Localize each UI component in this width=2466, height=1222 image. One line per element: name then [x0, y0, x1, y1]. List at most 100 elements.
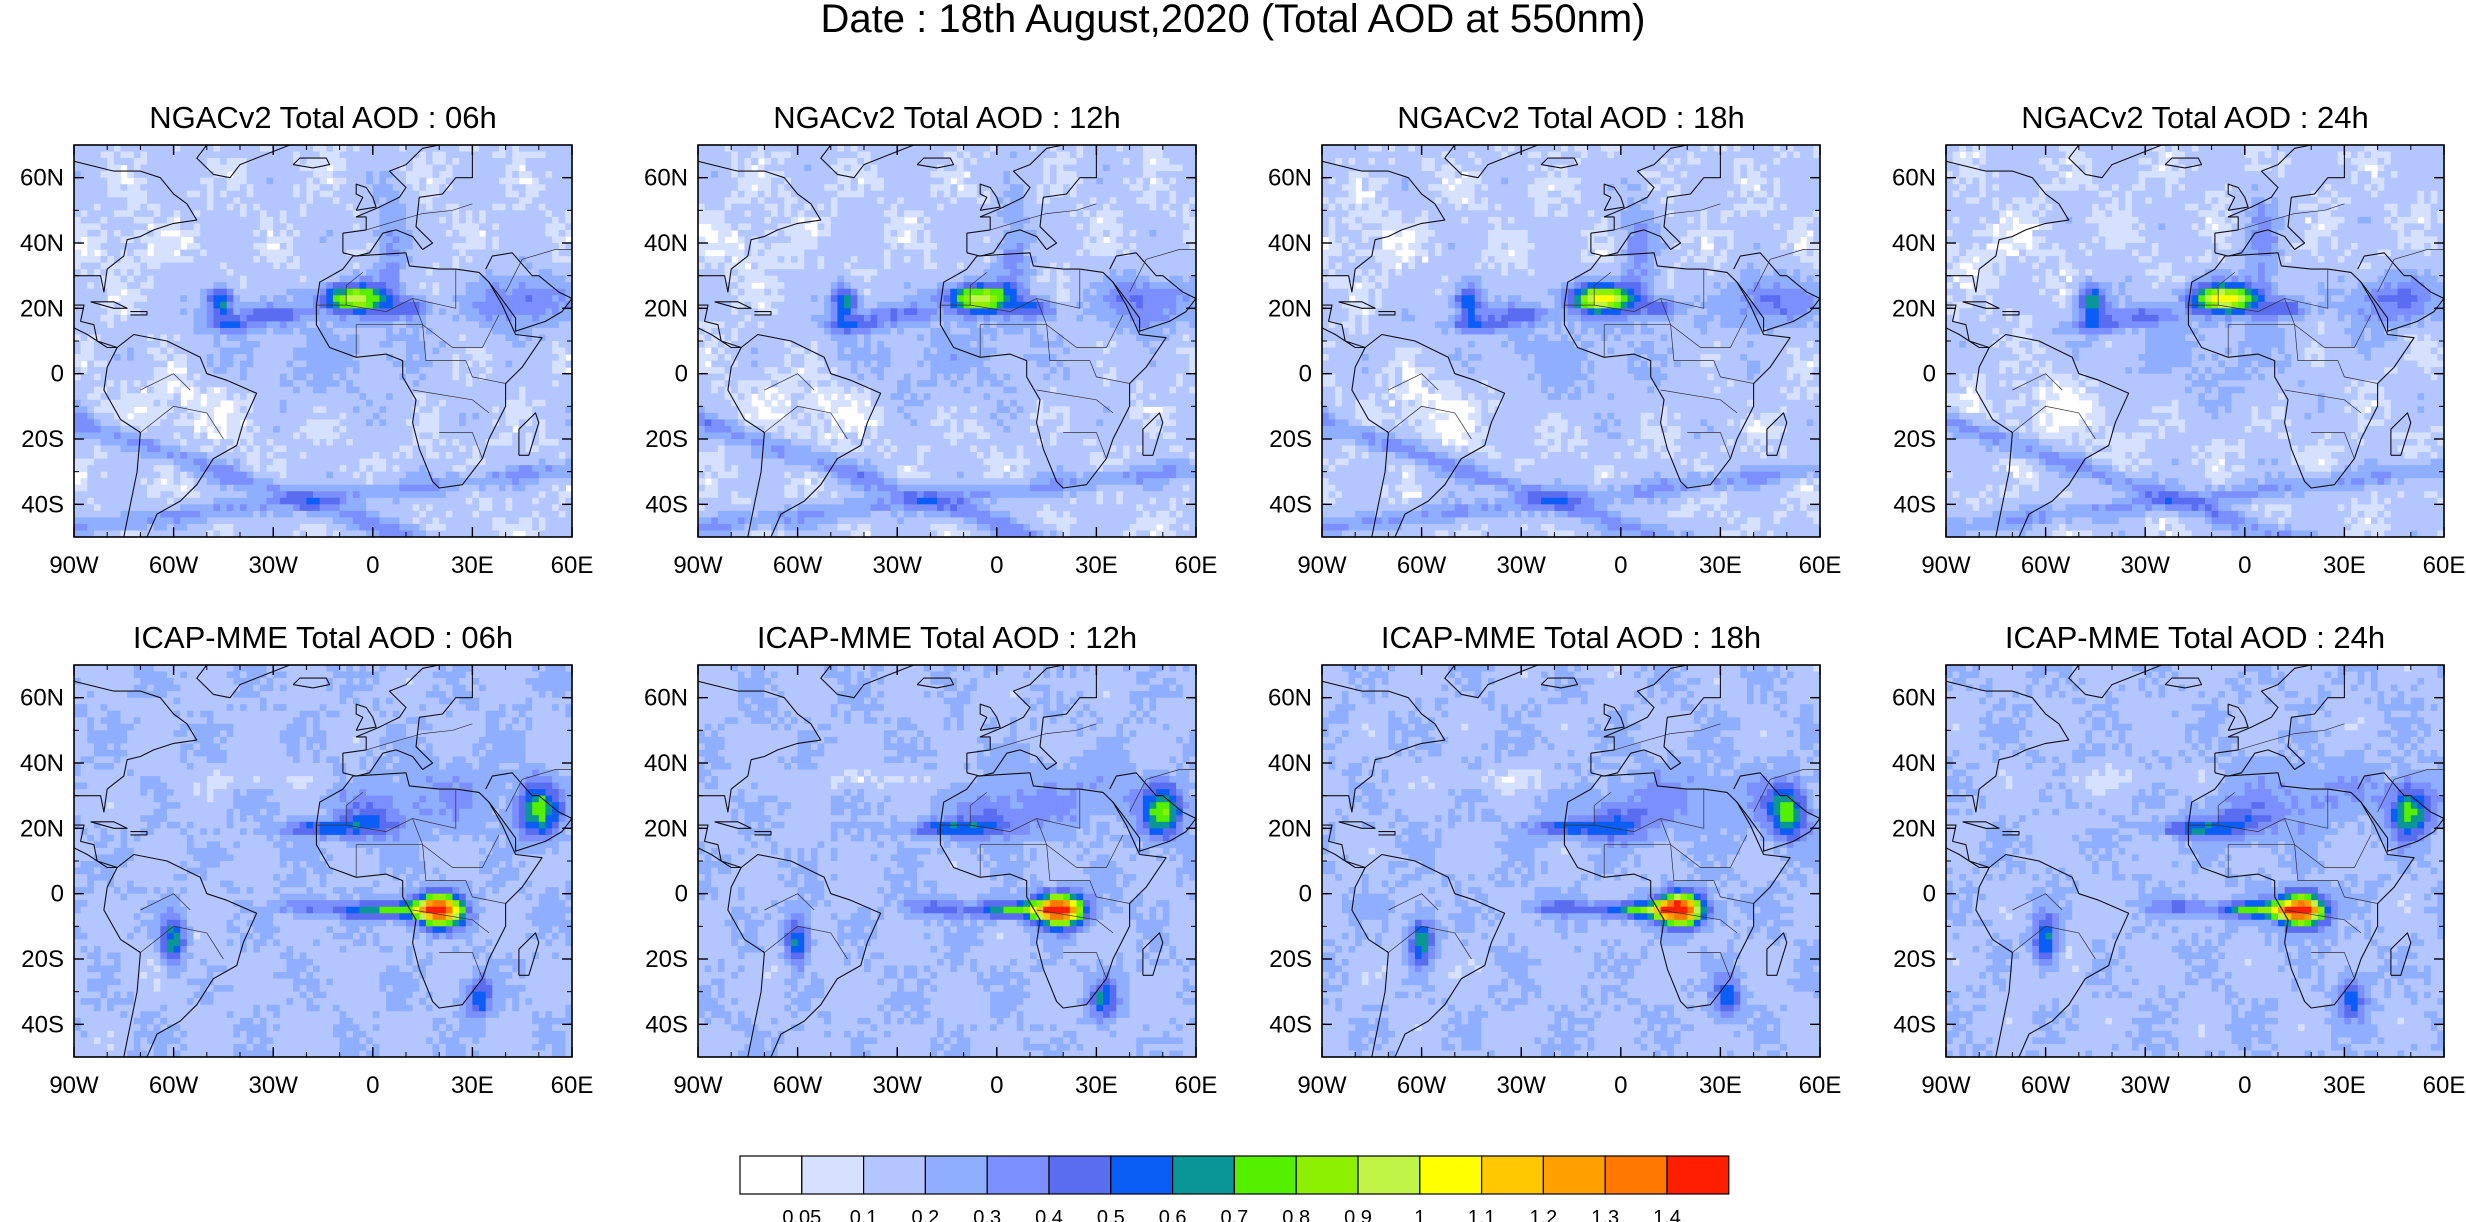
aod-field [74, 145, 572, 537]
aod-field [1946, 665, 2444, 1057]
colorbar-swatch [1480, 1155, 1544, 1195]
colorbar-label: 0.6 [1159, 1207, 1187, 1222]
x-tick-label: 90W [1297, 552, 1347, 579]
y-tick-label: 0 [51, 361, 64, 388]
y-tick-label: 20S [645, 426, 688, 453]
x-tick-label: 30E [1699, 552, 1742, 579]
y-tick-label: 40N [1892, 230, 1936, 257]
coastlines [698, 665, 1196, 1057]
y-tick-label: 40S [645, 1011, 688, 1038]
y-tick-label: 60N [644, 165, 688, 192]
x-tick-label: 30E [2323, 1072, 2366, 1099]
x-tick-label: 60W [149, 552, 199, 579]
x-tick-label: 0 [1614, 552, 1627, 579]
y-tick-label: 60N [1268, 165, 1312, 192]
y-tick-label: 40S [1893, 491, 1936, 518]
country-borders [1388, 723, 1820, 979]
x-tick-label: 0 [1614, 1072, 1627, 1099]
y-tick-label: 0 [51, 881, 64, 908]
y-tick-label: 20S [1269, 426, 1312, 453]
y-tick-label: 20S [1269, 946, 1312, 973]
x-tick-label: 60E [1799, 552, 1842, 579]
x-tick-label: 90W [1921, 1072, 1971, 1099]
coastlines [1946, 145, 2444, 537]
aod-field [1946, 145, 2444, 537]
colorbar-swatch [986, 1155, 1050, 1195]
map-panel: NGACv2 Total AOD : 24h 90W 60W 30W 0 30E 60E 60… [1892, 100, 2465, 579]
y-tick-label: 20N [644, 815, 688, 842]
y-tick-label: 20N [1268, 295, 1312, 322]
x-tick-label: 90W [49, 1072, 99, 1099]
panel-title: NGACv2 Total AOD : 06h [149, 100, 496, 135]
y-tick-label: 20N [1892, 295, 1936, 322]
country-borders [2012, 203, 2444, 459]
map-panel: ICAP-MME Total AOD : 06h 90W 60W 30W 0 30E 60E… [20, 620, 593, 1099]
country-borders [2012, 723, 2444, 979]
y-tick-label: 0 [1299, 361, 1312, 388]
x-tick-label: 60E [1175, 552, 1218, 579]
coastlines [698, 145, 1196, 537]
x-tick-label: 30W [1497, 552, 1547, 579]
y-tick-label: 0 [675, 881, 688, 908]
x-tick-label: 0 [2238, 552, 2251, 579]
x-tick-label: 30E [1075, 1072, 1118, 1099]
colorbar-label: 0.7 [1220, 1207, 1248, 1222]
x-tick-label: 30W [873, 552, 923, 579]
x-tick-label: 60W [773, 1072, 823, 1099]
aod-field [1322, 145, 1820, 537]
map-panel: NGACv2 Total AOD : 12h 90W 60W 30W 0 30E 60E 60… [644, 100, 1217, 579]
map-panel: NGACv2 Total AOD : 18h 90W 60W 30W 0 30E 60E 60… [1268, 100, 1841, 579]
y-tick-label: 40N [1892, 750, 1936, 777]
y-tick-label: 40S [21, 491, 64, 518]
x-tick-label: 90W [673, 552, 723, 579]
colorbar: 0.05 0.1 0.2 0.3 0.4 0.5 0.6 0.7 0.8 0.9 1 1.1 1.2 1.… [739, 1155, 1730, 1222]
y-tick-label: 60N [1268, 685, 1312, 712]
y-tick-label: 60N [20, 165, 64, 192]
colorbar-label: 0.2 [911, 1207, 939, 1222]
x-tick-label: 30W [873, 1072, 923, 1099]
x-tick-label: 90W [1921, 552, 1971, 579]
country-borders [764, 203, 1196, 459]
y-tick-label: 20S [21, 426, 64, 453]
y-tick-label: 40N [1268, 750, 1312, 777]
colorbar-label: 0.4 [1035, 1207, 1063, 1222]
y-tick-label: 60N [1892, 685, 1936, 712]
panel-title: ICAP-MME Total AOD : 12h [757, 620, 1137, 655]
y-tick-label: 60N [644, 685, 688, 712]
y-tick-label: 20N [1268, 815, 1312, 842]
colorbar-label: 1.3 [1591, 1207, 1619, 1222]
colorbar-label: 1.4 [1653, 1207, 1681, 1222]
y-tick-label: 0 [1923, 881, 1936, 908]
x-tick-label: 60E [1175, 1072, 1218, 1099]
y-tick-label: 60N [20, 685, 64, 712]
y-tick-label: 40N [20, 230, 64, 257]
x-tick-label: 30E [1699, 1072, 1742, 1099]
colorbar-swatch [1110, 1155, 1174, 1195]
y-tick-label: 0 [1299, 881, 1312, 908]
x-tick-label: 60E [551, 1072, 594, 1099]
y-tick-label: 20N [644, 295, 688, 322]
colorbar-label: 1.2 [1529, 1207, 1557, 1222]
y-tick-label: 0 [675, 361, 688, 388]
y-tick-label: 40N [644, 750, 688, 777]
coastlines [1322, 145, 1820, 537]
x-tick-label: 30W [249, 552, 299, 579]
colorbar-swatch [1542, 1155, 1606, 1195]
colorbar-swatch [1048, 1155, 1112, 1195]
y-tick-label: 40S [21, 1011, 64, 1038]
colorbar-label: 0.3 [973, 1207, 1001, 1222]
x-tick-label: 90W [673, 1072, 723, 1099]
colorbar-label: 1 [1414, 1207, 1425, 1222]
panel-title: NGACv2 Total AOD : 18h [1397, 100, 1744, 135]
x-tick-label: 30E [451, 1072, 494, 1099]
panel-title: NGACv2 Total AOD : 24h [2021, 100, 2368, 135]
colorbar-label: 0.5 [1097, 1207, 1125, 1222]
country-borders [764, 723, 1196, 979]
x-tick-label: 30E [1075, 552, 1118, 579]
x-tick-label: 60E [2423, 1072, 2466, 1099]
x-tick-label: 0 [366, 1072, 379, 1099]
aod-field [74, 665, 572, 1057]
x-tick-label: 0 [990, 552, 1003, 579]
y-tick-label: 40S [1893, 1011, 1936, 1038]
y-tick-label: 20S [645, 946, 688, 973]
